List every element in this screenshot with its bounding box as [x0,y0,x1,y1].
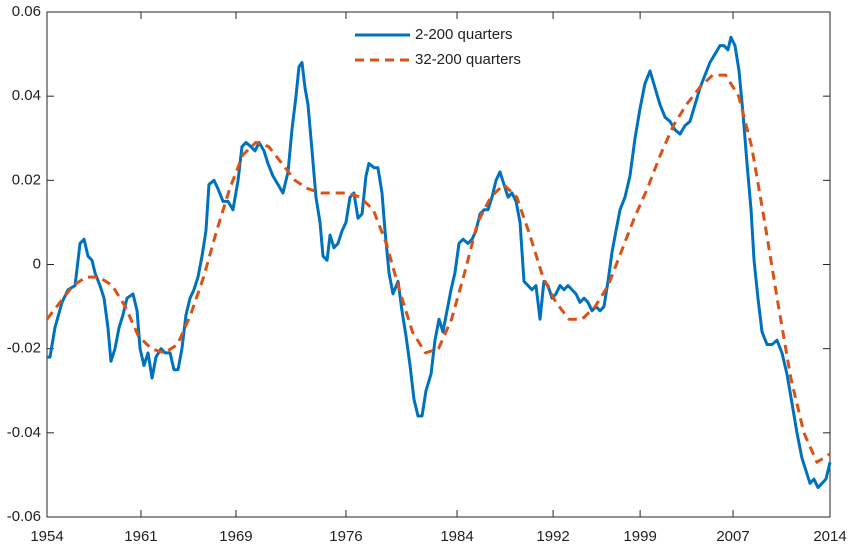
x-tick-label: 1954 [30,528,63,545]
series-line [45,73,831,464]
y-tick-label: 0.04 [12,87,41,104]
x-tick-label: 2007 [716,528,749,545]
x-tick-label: 1999 [623,528,656,545]
y-tick-label: 0.02 [12,171,41,188]
y-tick-label: 0 [33,255,41,272]
y-tick-label: -0.04 [7,424,41,441]
y-tick-label: -0.06 [7,508,41,525]
x-tick-label: 1976 [329,528,362,545]
x-tick-label: 1961 [124,528,157,545]
x-tick-label: 2014 [813,528,846,545]
y-tick-label: 0.06 [12,3,41,20]
series-line [47,35,832,490]
x-tick-label: 1984 [440,528,473,545]
y-tick-label: -0.02 [7,340,41,357]
legend-label: 2-200 quarters [415,26,513,43]
legend-label: 32-200 quarters [415,51,521,68]
x-tick-label: 1992 [536,528,569,545]
plot-frame [46,11,831,518]
x-tick-label: 1969 [219,528,252,545]
